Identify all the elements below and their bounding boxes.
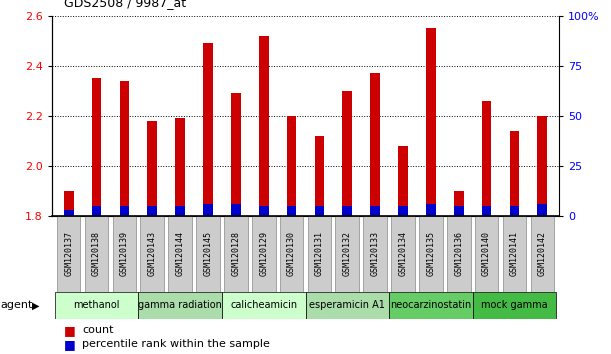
Bar — [231, 204, 241, 216]
Text: GSM120130: GSM120130 — [287, 232, 296, 276]
Bar — [252, 216, 276, 292]
Bar — [370, 73, 380, 216]
Text: methanol: methanol — [73, 300, 120, 310]
Text: percentile rank within the sample: percentile rank within the sample — [82, 339, 270, 349]
Text: GSM120142: GSM120142 — [538, 232, 547, 276]
Text: GSM120136: GSM120136 — [454, 232, 463, 276]
Text: agent: agent — [1, 300, 33, 310]
Text: GSM120131: GSM120131 — [315, 232, 324, 276]
Bar — [120, 81, 130, 216]
Bar — [398, 146, 408, 216]
Bar — [426, 204, 436, 216]
Bar — [481, 206, 491, 216]
Text: GSM120132: GSM120132 — [343, 232, 352, 276]
Bar — [342, 91, 352, 216]
Bar — [481, 101, 491, 216]
Bar — [307, 216, 331, 292]
Bar — [447, 216, 470, 292]
Bar — [92, 79, 101, 216]
Bar — [203, 44, 213, 216]
Text: ■: ■ — [64, 338, 76, 351]
Bar — [364, 216, 387, 292]
Bar — [315, 206, 324, 216]
Bar — [224, 216, 247, 292]
Bar — [231, 93, 241, 216]
Bar — [64, 191, 73, 216]
Bar — [287, 116, 296, 216]
Text: ■: ■ — [64, 324, 76, 337]
Text: GDS2508 / 9987_at: GDS2508 / 9987_at — [64, 0, 186, 9]
Text: GSM120137: GSM120137 — [64, 232, 73, 276]
Bar — [57, 216, 81, 292]
Bar — [168, 216, 192, 292]
Text: GSM120135: GSM120135 — [426, 232, 436, 276]
Bar — [147, 121, 157, 216]
Bar — [503, 216, 526, 292]
Text: GSM120140: GSM120140 — [482, 232, 491, 276]
Bar — [287, 206, 296, 216]
Bar — [370, 206, 380, 216]
Text: GSM120143: GSM120143 — [148, 232, 157, 276]
Bar — [141, 216, 164, 292]
Bar — [175, 119, 185, 216]
Text: GSM120128: GSM120128 — [232, 232, 240, 276]
Text: GSM120141: GSM120141 — [510, 232, 519, 276]
Bar — [92, 206, 101, 216]
Text: gamma radiation: gamma radiation — [138, 300, 222, 310]
Text: ▶: ▶ — [32, 300, 39, 310]
Text: mock gamma: mock gamma — [481, 300, 548, 310]
Bar — [259, 36, 269, 216]
Bar — [389, 292, 473, 319]
Bar — [538, 116, 547, 216]
Bar — [398, 206, 408, 216]
Bar — [222, 292, 306, 319]
Bar — [391, 216, 415, 292]
Bar — [538, 204, 547, 216]
Text: GSM120129: GSM120129 — [259, 232, 268, 276]
Text: calicheamicin: calicheamicin — [230, 300, 298, 310]
Text: GSM120144: GSM120144 — [175, 232, 185, 276]
Bar — [55, 292, 138, 319]
Text: count: count — [82, 325, 114, 335]
Bar — [306, 292, 389, 319]
Bar — [510, 131, 519, 216]
Bar — [64, 210, 73, 216]
Bar — [280, 216, 304, 292]
Bar — [426, 28, 436, 216]
Text: neocarzinostatin: neocarzinostatin — [390, 300, 472, 310]
Text: GSM120145: GSM120145 — [203, 232, 213, 276]
Bar — [196, 216, 220, 292]
Bar — [335, 216, 359, 292]
Text: GSM120138: GSM120138 — [92, 232, 101, 276]
Bar — [473, 292, 556, 319]
Bar — [147, 206, 157, 216]
Bar — [530, 216, 554, 292]
Text: GSM120133: GSM120133 — [371, 232, 379, 276]
Text: esperamicin A1: esperamicin A1 — [309, 300, 385, 310]
Bar — [175, 206, 185, 216]
Text: GSM120139: GSM120139 — [120, 232, 129, 276]
Bar — [419, 216, 443, 292]
Bar — [454, 206, 464, 216]
Bar — [112, 216, 136, 292]
Bar — [203, 204, 213, 216]
Bar — [454, 191, 464, 216]
Bar — [510, 206, 519, 216]
Bar — [138, 292, 222, 319]
Text: GSM120134: GSM120134 — [398, 232, 408, 276]
Bar — [315, 136, 324, 216]
Bar — [259, 206, 269, 216]
Bar — [85, 216, 108, 292]
Bar — [342, 206, 352, 216]
Bar — [475, 216, 499, 292]
Bar — [120, 206, 130, 216]
